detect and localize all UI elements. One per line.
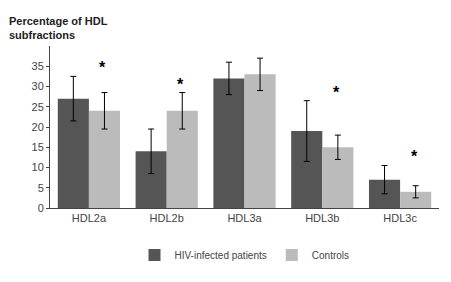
- svg-text:Percentage of HDLsubfractions: Percentage of HDLsubfractions: [9, 15, 108, 41]
- svg-text:5: 5: [38, 182, 44, 194]
- svg-text:HIV-infected patients: HIV-infected patients: [175, 250, 267, 261]
- svg-text:20: 20: [32, 121, 44, 133]
- svg-text:*: *: [177, 76, 184, 93]
- svg-text:15: 15: [32, 141, 44, 153]
- svg-text:HDL3c: HDL3c: [383, 212, 417, 224]
- svg-text:Controls: Controls: [312, 250, 349, 261]
- svg-text:35: 35: [32, 60, 44, 72]
- svg-text:*: *: [333, 84, 340, 101]
- svg-text:*: *: [99, 59, 106, 76]
- svg-text:30: 30: [32, 80, 44, 92]
- svg-text:*: *: [411, 148, 418, 165]
- svg-text:0: 0: [38, 202, 44, 214]
- svg-text:25: 25: [32, 101, 44, 113]
- svg-text:10: 10: [32, 161, 44, 173]
- svg-text:HDL3b: HDL3b: [305, 212, 339, 224]
- svg-text:HDL2b: HDL2b: [150, 212, 184, 224]
- svg-text:HDL3a: HDL3a: [227, 212, 262, 224]
- svg-text:HDL2a: HDL2a: [72, 212, 107, 224]
